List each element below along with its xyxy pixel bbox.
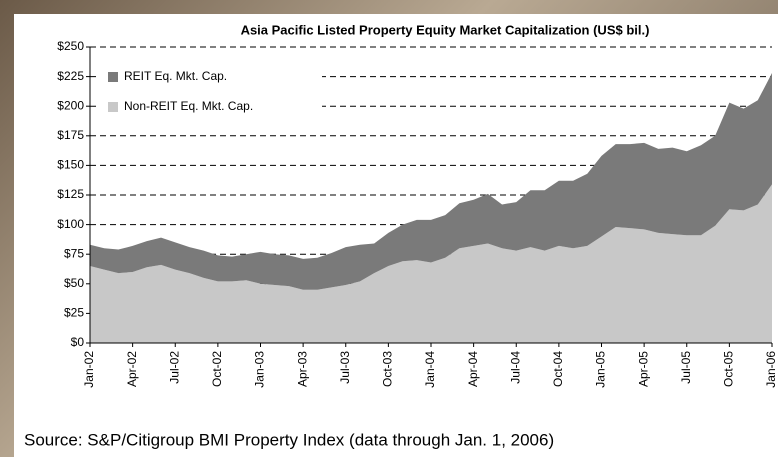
y-tick-label: $75 bbox=[64, 246, 84, 260]
y-tick-label: $25 bbox=[64, 306, 84, 320]
legend-label: Non-REIT Eq. Mkt. Cap. bbox=[124, 99, 253, 113]
legend-label: REIT Eq. Mkt. Cap. bbox=[124, 69, 227, 83]
x-tick-label: Jan-06 bbox=[764, 351, 778, 388]
y-tick-label: $0 bbox=[71, 335, 85, 349]
x-tick-label: Apr-02 bbox=[125, 351, 139, 387]
x-tick-label: Apr-04 bbox=[466, 351, 480, 387]
source-note: Source: S&P/Citigroup BMI Property Index… bbox=[24, 430, 554, 449]
x-tick-label: Jan-03 bbox=[253, 351, 267, 388]
legend-swatch bbox=[108, 102, 118, 112]
x-tick-label: Jan-05 bbox=[594, 351, 608, 388]
x-tick-label: Apr-05 bbox=[636, 351, 650, 387]
y-tick-label: $150 bbox=[57, 158, 84, 172]
area bbox=[90, 73, 772, 290]
y-tick-label: $225 bbox=[57, 69, 84, 83]
y-tick-label: $250 bbox=[57, 39, 84, 53]
y-tick-label: $175 bbox=[57, 128, 84, 142]
legend-swatch bbox=[108, 72, 118, 82]
x-tick-label: Oct-03 bbox=[381, 351, 395, 387]
y-tick-label: $50 bbox=[64, 276, 84, 290]
x-tick-label: Jan-02 bbox=[82, 351, 96, 388]
y-tick-label: $125 bbox=[57, 187, 84, 201]
x-tick-label: Jul-04 bbox=[508, 351, 522, 384]
x-tick-label: Apr-03 bbox=[295, 351, 309, 387]
x-tick-label: Jul-03 bbox=[338, 351, 352, 384]
x-tick-label: Jul-02 bbox=[167, 351, 181, 384]
area bbox=[90, 184, 772, 343]
y-tick-label: $100 bbox=[57, 217, 84, 231]
x-tick-label: Oct-02 bbox=[210, 351, 224, 387]
x-tick-label: Jul-05 bbox=[679, 351, 693, 384]
y-tick-label: $200 bbox=[57, 98, 84, 112]
x-tick-label: Jan-04 bbox=[423, 351, 437, 388]
legend-box bbox=[100, 60, 322, 118]
x-tick-label: Oct-05 bbox=[722, 351, 736, 387]
x-tick-label: Oct-04 bbox=[551, 351, 565, 387]
chart-title: Asia Pacific Listed Property Equity Mark… bbox=[241, 22, 650, 37]
